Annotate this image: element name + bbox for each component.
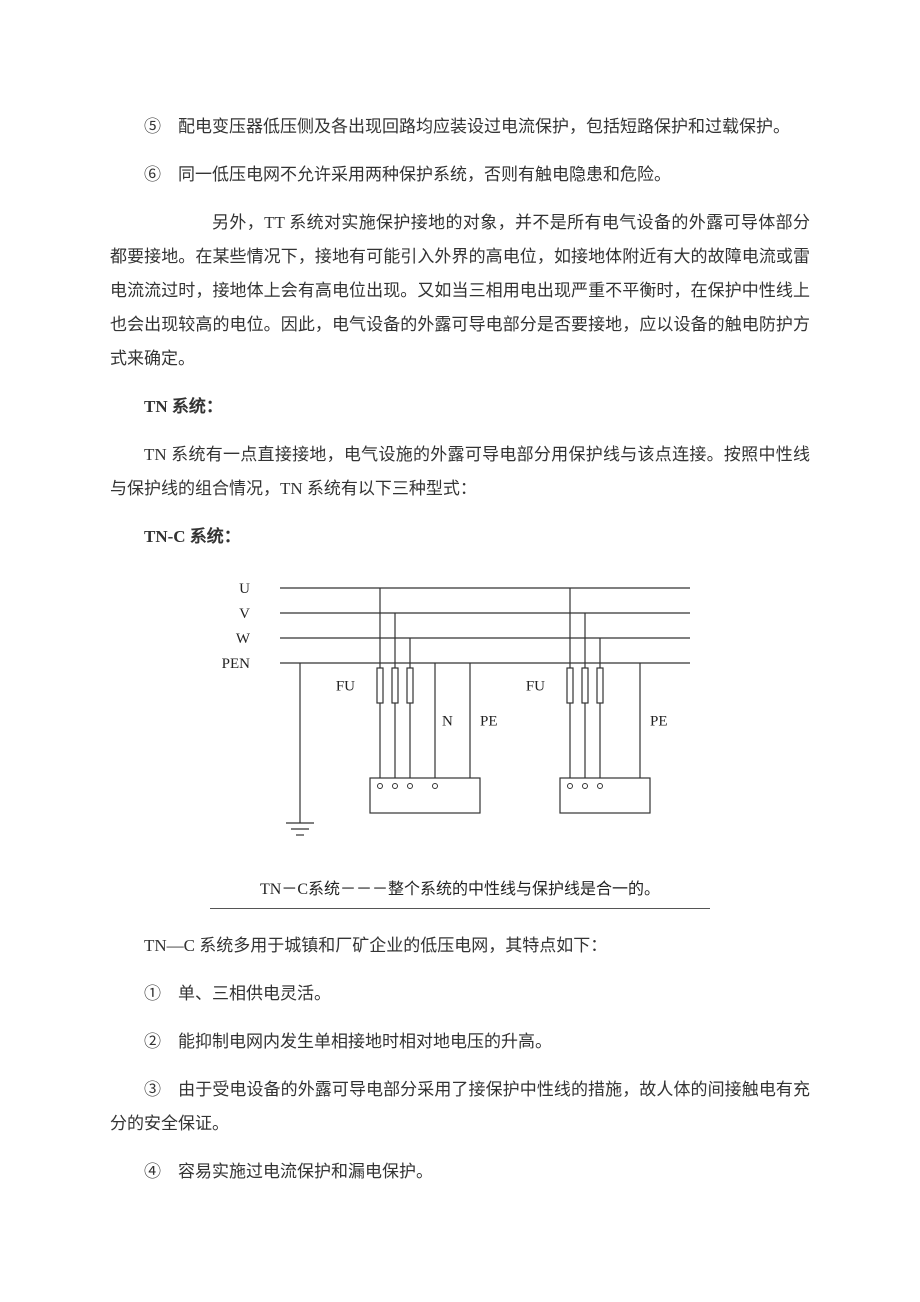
svg-text:FU: FU — [336, 679, 355, 695]
heading-tnc: TN-C 系统： — [110, 520, 810, 554]
tnc-item-4: ④ 容易实施过电流保护和漏电保护。 — [110, 1155, 810, 1189]
tnc-diagram-caption: TN－C系统－－－整个系统的中性线与保护线是合一的。 — [210, 874, 710, 909]
paragraph-tn: TN 系统有一点直接接地，电气设施的外露可导电部分用保护线与该点连接。按照中性线… — [110, 438, 810, 506]
tnc-schematic-svg: UVW PEN FU N PE FU PE — [210, 568, 710, 858]
paragraph-5: ⑤ 配电变压器低压侧及各出现回路均应装设过电流保护，包括短路保护和过载保护。 — [110, 110, 810, 144]
tnc-item-3: ③ 由于受电设备的外露可导电部分采用了接保护中性线的措施，故人体的间接触电有充分… — [110, 1073, 810, 1141]
paragraph-tnc-intro: TN—C 系统多用于城镇和厂矿企业的低压电网，其特点如下： — [110, 929, 810, 963]
tnc-item-2: ② 能抑制电网内发生单相接地时相对地电压的升高。 — [110, 1025, 810, 1059]
heading-tn: TN 系统： — [110, 390, 810, 424]
svg-text:U: U — [239, 581, 250, 597]
svg-text:PE: PE — [650, 714, 668, 730]
svg-text:PE: PE — [480, 714, 498, 730]
svg-text:W: W — [236, 631, 251, 647]
document-page: ⑤ 配电变压器低压侧及各出现回路均应装设过电流保护，包括短路保护和过载保护。 ⑥… — [0, 0, 920, 1263]
svg-text:PEN: PEN — [222, 656, 251, 672]
paragraph-7: 另外，TT 系统对实施保护接地的对象，并不是所有电气设备的外露可导体部分都要接地… — [110, 206, 810, 376]
svg-text:FU: FU — [526, 679, 545, 695]
tnc-item-1: ① 单、三相供电灵活。 — [110, 977, 810, 1011]
paragraph-6: ⑥ 同一低压电网不允许采用两种保护系统，否则有触电隐患和危险。 — [110, 158, 810, 192]
tnc-diagram: UVW PEN FU N PE FU PE TN－C系统－－－整个系统的中性线与保护线是合一… — [210, 568, 710, 909]
svg-text:V: V — [239, 606, 250, 622]
svg-text:N: N — [442, 714, 453, 730]
